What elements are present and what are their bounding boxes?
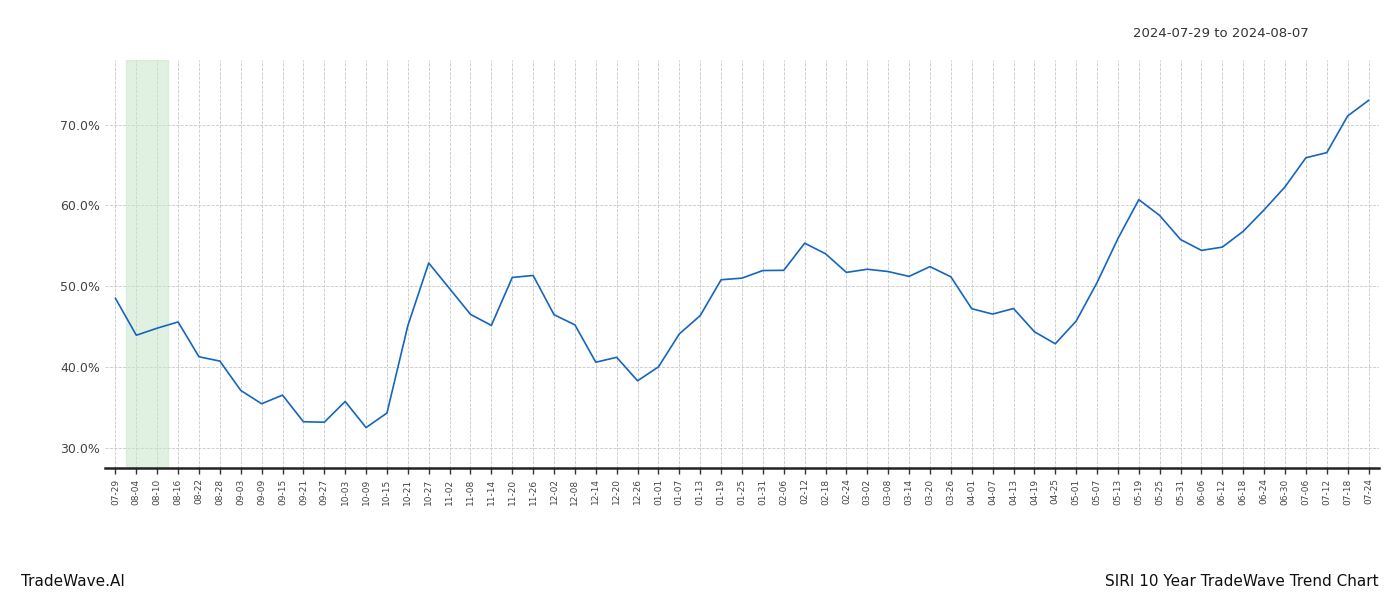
Text: TradeWave.AI: TradeWave.AI — [21, 574, 125, 589]
Bar — [126, 60, 168, 468]
Text: SIRI 10 Year TradeWave Trend Chart: SIRI 10 Year TradeWave Trend Chart — [1106, 574, 1379, 589]
Text: 2024-07-29 to 2024-08-07: 2024-07-29 to 2024-08-07 — [1133, 27, 1309, 40]
